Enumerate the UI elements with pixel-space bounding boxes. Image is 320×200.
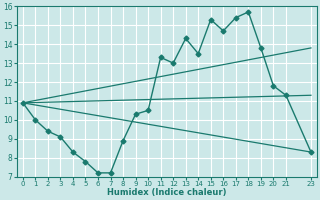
X-axis label: Humidex (Indice chaleur): Humidex (Indice chaleur) <box>107 188 227 197</box>
